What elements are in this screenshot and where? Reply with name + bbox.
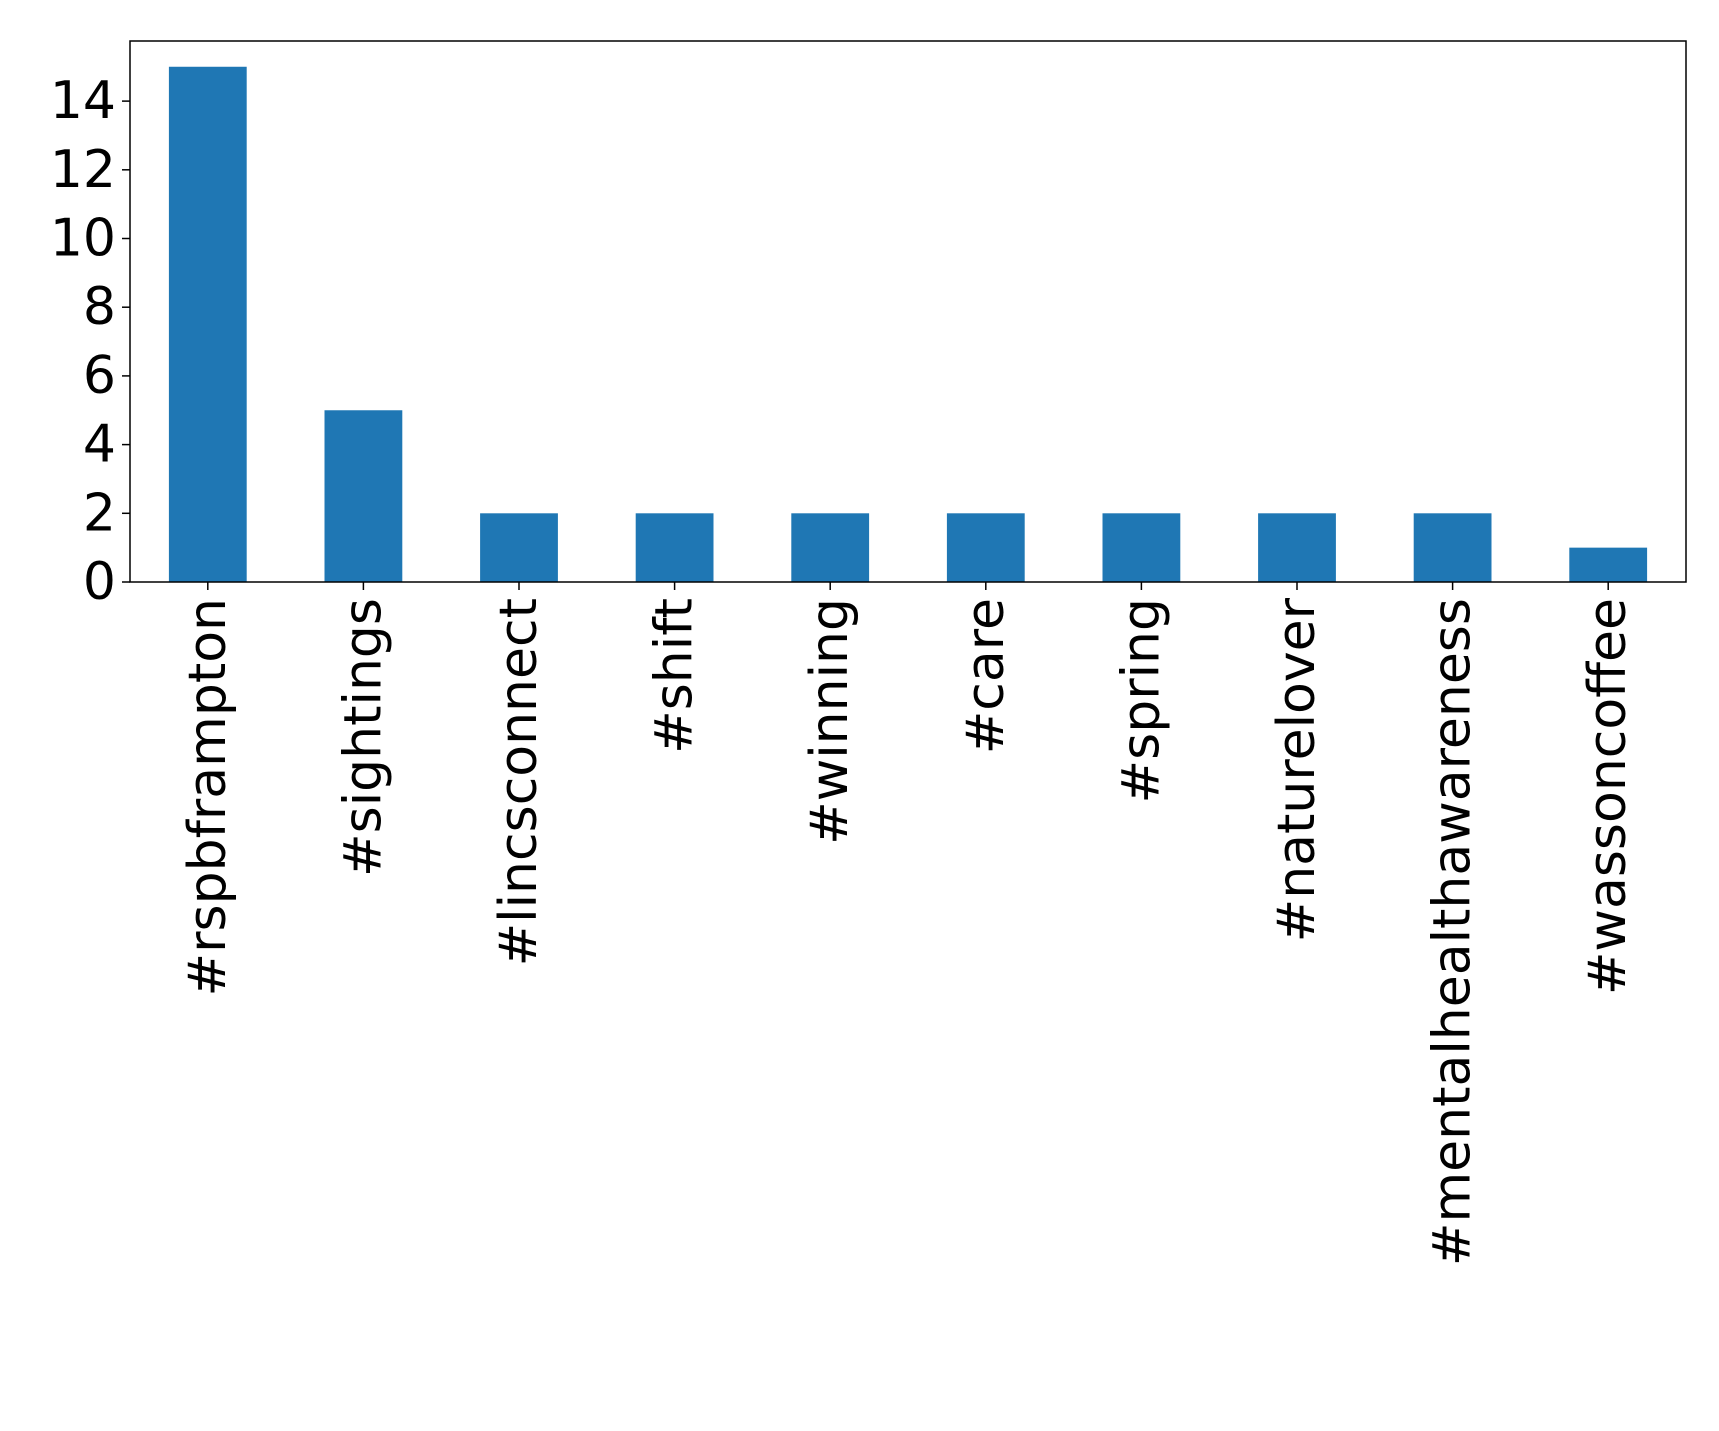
x-tick-label: #naturelover xyxy=(1267,597,1327,942)
y-tick-label: 6 xyxy=(83,346,116,406)
x-tick-label: #spring xyxy=(1111,598,1171,803)
bar-care xyxy=(946,513,1025,582)
bar-mentalhealthawareness xyxy=(1413,513,1492,582)
bar-spring xyxy=(1102,513,1181,582)
bar-shift xyxy=(635,513,714,582)
x-tick-label: #rspbframpton xyxy=(178,598,238,996)
plot-frame xyxy=(129,40,1687,583)
y-tick-label: 4 xyxy=(83,415,116,475)
bar-sightings xyxy=(324,410,403,582)
bar-lincsconnect xyxy=(480,513,558,582)
bar-rspbframpton xyxy=(168,66,247,582)
y-tick-label: 14 xyxy=(50,71,116,131)
x-axis: #rspbframpton #sightings #lincsconnect #shi… xyxy=(178,582,1638,1266)
x-tick-label: #wassoncoffee xyxy=(1578,598,1638,995)
bar-wassoncoffee xyxy=(1569,547,1648,582)
y-tick-label: 8 xyxy=(83,277,116,337)
y-tick-label: 12 xyxy=(50,140,116,200)
y-tick-label: 2 xyxy=(83,483,116,543)
bars-group xyxy=(168,66,1648,582)
y-tick-label: 10 xyxy=(50,209,116,269)
x-tick-label: #sightings xyxy=(333,598,393,877)
bar-naturelover xyxy=(1258,513,1336,582)
y-tick-label: 0 xyxy=(83,552,116,612)
x-tick-label: #winning xyxy=(800,598,860,845)
x-tick-label: #mentalhealthawareness xyxy=(1423,598,1483,1266)
x-tick-label: #care xyxy=(956,598,1016,754)
x-tick-label: #lincsconnect xyxy=(489,598,549,966)
y-axis: 0 2 4 6 8 10 12 14 xyxy=(50,71,130,612)
bar-winning xyxy=(791,513,870,582)
x-tick-label: #shift xyxy=(645,598,705,754)
